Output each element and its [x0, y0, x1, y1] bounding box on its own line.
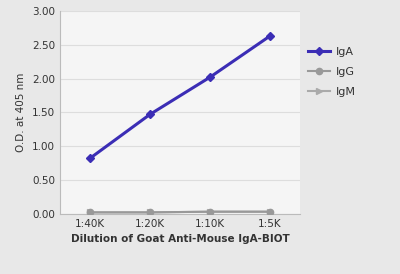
IgA: [148, 113, 152, 116]
X-axis label: Dilution of Goat Anti-Mouse IgA-BIOT: Dilution of Goat Anti-Mouse IgA-BIOT: [71, 234, 289, 244]
Line: IgG: IgG: [87, 209, 273, 215]
Legend: IgA, IgG, IgM: IgA, IgG, IgM: [308, 47, 356, 97]
Line: IgA: IgA: [87, 33, 273, 161]
Line: IgM: IgM: [87, 209, 273, 215]
IgM: [88, 211, 92, 214]
IgM: [268, 210, 272, 213]
Y-axis label: O.D. at 405 nm: O.D. at 405 nm: [16, 73, 26, 152]
IgG: [148, 211, 152, 214]
IgG: [268, 210, 272, 213]
IgM: [208, 210, 212, 213]
IgA: [88, 157, 92, 160]
IgG: [88, 211, 92, 214]
IgM: [148, 211, 152, 214]
IgG: [208, 210, 212, 213]
IgA: [268, 34, 272, 38]
IgA: [208, 76, 212, 79]
